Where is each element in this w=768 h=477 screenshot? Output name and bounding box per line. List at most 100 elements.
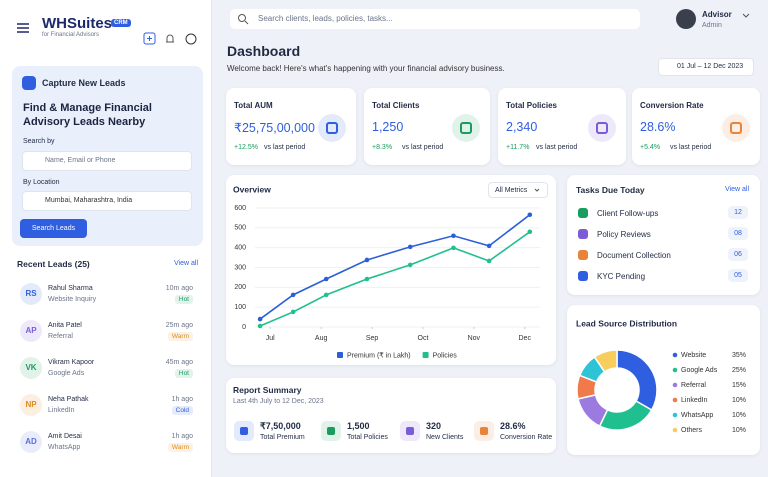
date-range: 01 Jul – 12 Dec 2023 (677, 63, 744, 70)
report-card (226, 378, 556, 453)
tasks-card (567, 175, 760, 295)
report-label: Total Policies (347, 434, 388, 441)
stat-icon-glyph (730, 122, 742, 134)
report-icon-glyph (406, 427, 414, 435)
lead-name: Amit Desai (48, 433, 82, 440)
report-title: Report Summary (233, 385, 302, 395)
lead-source: Website Inquiry (48, 296, 97, 303)
brand-tagline: for Financial Advisors (42, 32, 100, 38)
search-handle (244, 20, 249, 25)
lead-avatar: RS (20, 283, 42, 305)
stat-change: +11.7% (506, 144, 530, 151)
report-value: 1,500 (347, 421, 370, 431)
lead-status: Hot (174, 369, 193, 378)
task-icon (578, 271, 588, 281)
lead-source: LinkedIn (48, 407, 75, 414)
stat-note: vs last period (264, 144, 306, 151)
search-icon (238, 14, 249, 25)
search-button[interactable]: Search Leads (20, 219, 87, 238)
overview-card (226, 175, 556, 365)
lead-source: WhatsApp (48, 444, 81, 451)
task-label: Policy Reviews (597, 230, 651, 239)
report-subtitle: Last 4th July to 12 Dec, 2023 (233, 398, 324, 405)
lead-source: Referral (48, 333, 73, 340)
stat-icon-glyph (326, 122, 338, 134)
report-label: New Clients (426, 434, 464, 441)
stat-note: vs last period (402, 144, 444, 151)
report-icon-glyph (327, 427, 335, 435)
lead-status: Cold (171, 406, 193, 415)
stat-change: +8.3% (372, 144, 393, 151)
lead-status: Hot (174, 295, 193, 304)
lead-status: Warm (167, 443, 193, 452)
stat-value: 2,340 (506, 120, 538, 134)
stat-note: vs last period (536, 144, 578, 151)
stat-value: 1,250 (372, 120, 404, 134)
stat-card (498, 88, 626, 165)
lead-name: Vikram Kapoor (48, 359, 95, 366)
lead-avatar: VK (20, 357, 42, 379)
recent-leads-view-all[interactable]: View all (174, 260, 198, 267)
toolbar-icons[interactable] (143, 32, 199, 46)
stat-card (632, 88, 760, 165)
stat-note: vs last period (670, 144, 712, 151)
lead-time: 10m ago (165, 285, 193, 292)
stat-card (364, 88, 490, 165)
stat-icon (722, 114, 750, 142)
bell-icon[interactable] (166, 34, 174, 43)
lead-status: Warm (167, 332, 193, 341)
task-label: Client Follow-ups (597, 209, 659, 218)
lead-name: Neha Pathak (48, 396, 89, 403)
user-role: Admin (702, 22, 722, 29)
search-input[interactable] (22, 151, 192, 171)
menu-icon[interactable] (16, 22, 30, 34)
search-label: Search by (23, 138, 55, 145)
add-icon[interactable] (143, 32, 156, 45)
date-button[interactable] (658, 58, 754, 76)
lead-time: 1h ago (171, 433, 193, 440)
chevron (742, 13, 750, 18)
stat-value: 28.6% (640, 120, 676, 134)
lead-time: 45m ago (165, 359, 193, 366)
lead-name: Rahul Sharma (48, 285, 93, 292)
lead-avatar: AP (20, 320, 42, 342)
lead-time: 1h ago (171, 396, 193, 403)
lead-source-card (567, 305, 760, 455)
capture-title: Capture New Leads (42, 78, 126, 88)
lead-time: 25m ago (165, 322, 193, 329)
location-input[interactable] (22, 191, 192, 211)
menu-lines (17, 23, 29, 33)
task-label: KYC Pending (597, 272, 646, 281)
report-label: Conversion Rate (500, 434, 553, 441)
task-icon (578, 250, 588, 260)
global-search[interactable] (230, 9, 640, 29)
report-value: ₹7,50,000 (260, 421, 301, 431)
report-icon-glyph (240, 427, 248, 435)
search-circle (238, 14, 246, 22)
lead-source: Google Ads (48, 370, 85, 377)
report-value: 320 (426, 421, 442, 431)
task-count: 12 (728, 206, 748, 219)
user-chevron[interactable] (742, 13, 750, 19)
stat-label: Total Clients (372, 101, 420, 110)
stat-change: +12.5% (234, 144, 258, 151)
search-placeholder: Name, Email or Phone (45, 157, 116, 164)
tasks-view-all[interactable]: View all (725, 186, 749, 193)
lead-avatar: AD (20, 431, 42, 453)
lead-avatar: NP (20, 394, 42, 416)
add-plus (147, 36, 152, 41)
stat-icon (318, 114, 346, 142)
user-avatar[interactable] (676, 9, 696, 29)
stat-icon-glyph (460, 122, 472, 134)
task-icon (578, 229, 588, 239)
stat-label: Total Policies (506, 101, 557, 110)
global-search-placeholder: Search clients, leads, policies, tasks..… (258, 14, 393, 23)
stat-label: Conversion Rate (640, 101, 704, 110)
metrics-dropdown[interactable] (488, 182, 548, 198)
user-icon[interactable] (185, 33, 197, 45)
stat-value: ₹25,75,00,000 (234, 121, 315, 135)
location-value: Mumbai, Maharashtra, India (45, 197, 133, 204)
recent-leads-title: Recent Leads (25) (17, 259, 90, 269)
